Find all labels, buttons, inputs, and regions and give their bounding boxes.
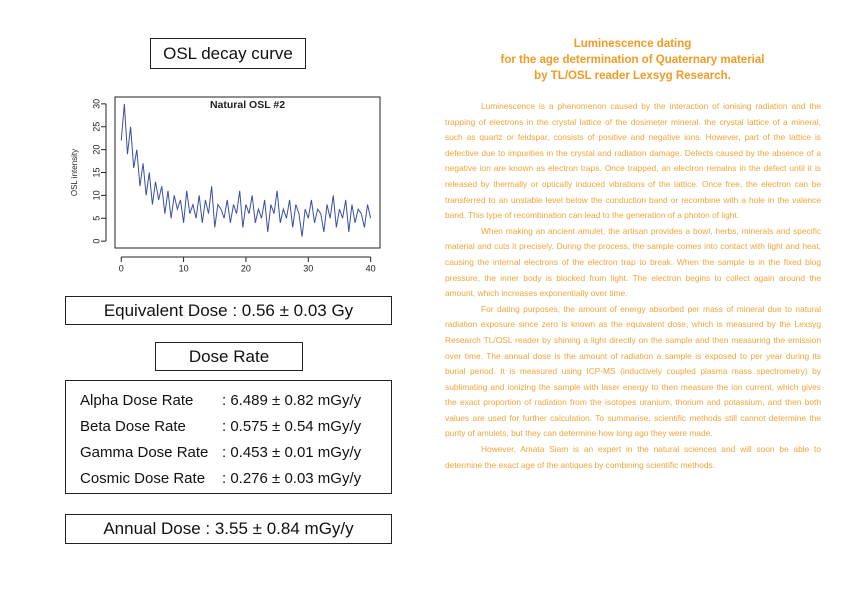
- paragraph: However, Amata Siam is an expert in the …: [445, 444, 821, 470]
- title-line: by TL/OSL reader Lexsyg Research.: [534, 70, 731, 82]
- title-line: Luminescence dating: [573, 38, 692, 50]
- dose-value: : 0.276 ± 0.03 mGy/y: [222, 469, 362, 487]
- x-tick-label: 0: [119, 263, 124, 273]
- y-tick-label: 25: [91, 122, 101, 132]
- dose-label: Cosmic Dose Rate: [80, 469, 206, 487]
- dose-row: Beta Dose Rate : 0.575 ± 0.54 mGy/y: [80, 413, 391, 439]
- dose-value: : 0.575 ± 0.54 mGy/y: [222, 417, 362, 435]
- y-tick-label: 30: [91, 99, 101, 109]
- dose-label: Beta Dose Rate: [80, 417, 186, 435]
- article-title: Luminescence dating for the age determina…: [445, 36, 820, 84]
- x-tick-label: 30: [303, 263, 313, 273]
- y-tick-label: 5: [91, 216, 101, 221]
- x-tick-label: 10: [179, 263, 189, 273]
- dose-label: Alpha Dose Rate: [80, 391, 194, 409]
- chart: Natural OSL #2 OSL intensity 0 5 10 15 20 25 30 0…: [70, 96, 381, 273]
- dose-rate-table: Alpha Dose Rate : 6.489 ± 0.82 mGy/y Beta …: [65, 380, 392, 494]
- chart-title: Natural OSL #2: [210, 99, 285, 111]
- heading: OSL decay curve: [150, 38, 306, 69]
- paragraph: Luminescence is a phenomenon caused by t…: [445, 101, 821, 221]
- y-tick-label: 0: [91, 239, 101, 244]
- x-tick-label: 40: [366, 263, 376, 273]
- dose-value: : 0.453 ± 0.01 mGy/y: [222, 443, 362, 461]
- paragraph: When making an ancient amulet, the artis…: [445, 225, 821, 299]
- dose-value: : 6.489 ± 0.82 mGy/y: [222, 391, 362, 409]
- dose-row: Gamma Dose Rate : 0.453 ± 0.01 mGy/y: [80, 439, 391, 465]
- article-body: Luminescence is a phenomenon caused by t…: [445, 99, 821, 473]
- plot-frame: [114, 96, 381, 249]
- dose-rate-title: Dose Rate: [155, 342, 303, 371]
- paragraph: For dating purposes, the amount of energ…: [445, 303, 821, 439]
- y-tick-label: 15: [91, 167, 101, 177]
- dose-label: Gamma Dose Rate: [80, 443, 209, 461]
- dose-row: Cosmic Dose Rate : 0.276 ± 0.03 mGy/y: [80, 465, 391, 491]
- dose-row: Alpha Dose Rate : 6.489 ± 0.82 mGy/y: [80, 387, 391, 413]
- title-line: for the age determination of Quaternary …: [500, 54, 765, 66]
- x-tick-label: 20: [241, 263, 251, 273]
- data-line: [120, 103, 372, 237]
- y-tick-label: 10: [91, 190, 101, 200]
- annual-dose: Annual Dose : 3.55 ± 0.84 mGy/y: [65, 514, 392, 544]
- y-axis-label: OSL intensity: [70, 149, 79, 196]
- y-tick-label: 20: [91, 145, 101, 155]
- equivalent-dose: Equivalent Dose : 0.56 ± 0.03 Gy: [65, 296, 392, 325]
